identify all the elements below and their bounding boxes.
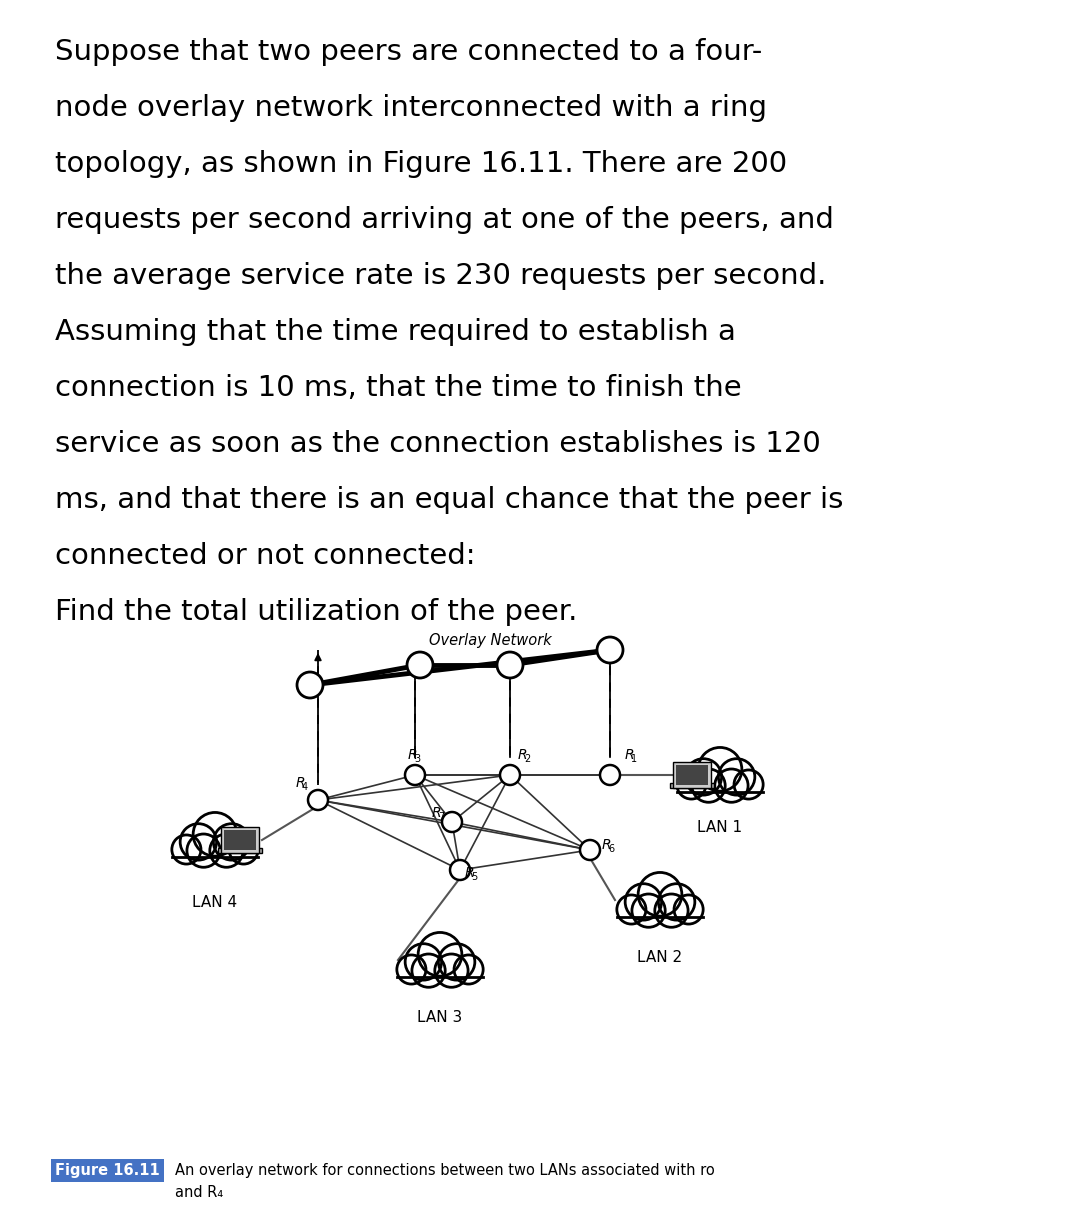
Text: ms, and that there is an equal chance that the peer is: ms, and that there is an equal chance th… (55, 486, 843, 515)
Bar (397, 975, 483, 996)
Circle shape (229, 835, 258, 865)
Text: 5: 5 (471, 872, 477, 882)
Text: 3: 3 (414, 754, 420, 764)
Text: R: R (432, 806, 442, 820)
Circle shape (308, 790, 328, 810)
Text: LAN 1: LAN 1 (698, 820, 743, 835)
Text: R: R (465, 866, 474, 880)
Text: Figure 16.11: Figure 16.11 (55, 1163, 160, 1178)
Circle shape (638, 872, 681, 916)
Circle shape (625, 884, 662, 920)
Circle shape (692, 769, 725, 802)
Circle shape (187, 834, 220, 867)
Bar (673, 761, 712, 788)
Text: 6: 6 (608, 844, 615, 853)
Circle shape (214, 824, 249, 860)
Text: Overlay Network: Overlay Network (429, 632, 552, 648)
Circle shape (297, 672, 323, 698)
Text: R: R (625, 748, 635, 763)
Bar (671, 783, 714, 788)
Text: LAN 4: LAN 4 (192, 895, 238, 910)
Circle shape (442, 812, 462, 833)
Circle shape (617, 895, 646, 923)
Circle shape (210, 834, 243, 867)
Circle shape (734, 770, 764, 799)
Text: connected or not connected:: connected or not connected: (55, 542, 475, 570)
Circle shape (454, 955, 483, 984)
Circle shape (405, 943, 442, 980)
Bar (676, 765, 708, 786)
Circle shape (677, 770, 706, 799)
Text: the average service rate is 230 requests per second.: the average service rate is 230 requests… (55, 262, 826, 290)
Text: topology, as shown in Figure 16.11. There are 200: topology, as shown in Figure 16.11. Ther… (55, 150, 787, 178)
Circle shape (180, 824, 217, 860)
Circle shape (172, 835, 201, 865)
Circle shape (685, 759, 721, 795)
Text: LAN 3: LAN 3 (417, 1009, 462, 1025)
Text: R: R (408, 748, 418, 763)
Text: 1: 1 (631, 754, 637, 764)
Circle shape (698, 748, 742, 791)
Circle shape (715, 769, 748, 802)
Text: requests per second arriving at one of the peers, and: requests per second arriving at one of t… (55, 206, 834, 235)
Circle shape (497, 652, 523, 678)
Circle shape (411, 954, 445, 987)
Circle shape (580, 840, 600, 860)
Text: Assuming that the time required to establish a: Assuming that the time required to estab… (55, 318, 735, 346)
Circle shape (632, 894, 665, 927)
Text: R: R (602, 837, 611, 852)
Bar (618, 915, 703, 936)
Circle shape (418, 932, 462, 976)
Text: R: R (518, 748, 528, 763)
Circle shape (396, 955, 426, 984)
Circle shape (450, 860, 470, 880)
Bar (677, 790, 762, 812)
Text: Suppose that two peers are connected to a four-: Suppose that two peers are connected to … (55, 38, 762, 66)
Circle shape (674, 895, 703, 923)
Text: and R₄: and R₄ (175, 1185, 224, 1200)
Circle shape (193, 813, 237, 856)
Text: R: R (296, 776, 306, 790)
Circle shape (654, 894, 688, 927)
Circle shape (718, 759, 755, 795)
Text: service as soon as the connection establishes is 120: service as soon as the connection establ… (55, 430, 821, 458)
Circle shape (597, 637, 623, 663)
Circle shape (438, 943, 475, 980)
Bar (173, 855, 258, 876)
Text: node overlay network interconnected with a ring: node overlay network interconnected with… (55, 95, 767, 122)
Circle shape (659, 884, 694, 920)
Text: Find the total utilization of the peer.: Find the total utilization of the peer. (55, 598, 578, 626)
Bar (218, 847, 261, 853)
Circle shape (405, 765, 426, 785)
Text: 2: 2 (524, 754, 530, 764)
Text: 7: 7 (438, 812, 444, 822)
Text: LAN 2: LAN 2 (637, 950, 683, 965)
Circle shape (500, 765, 519, 785)
Circle shape (435, 954, 468, 987)
Circle shape (407, 652, 433, 678)
Circle shape (600, 765, 620, 785)
Text: An overlay network for connections between two LANs associated with ro: An overlay network for connections betwe… (175, 1163, 715, 1178)
Bar (224, 830, 256, 850)
Text: 4: 4 (302, 782, 308, 792)
Bar (220, 826, 259, 853)
Text: connection is 10 ms, that the time to finish the: connection is 10 ms, that the time to fi… (55, 375, 742, 402)
